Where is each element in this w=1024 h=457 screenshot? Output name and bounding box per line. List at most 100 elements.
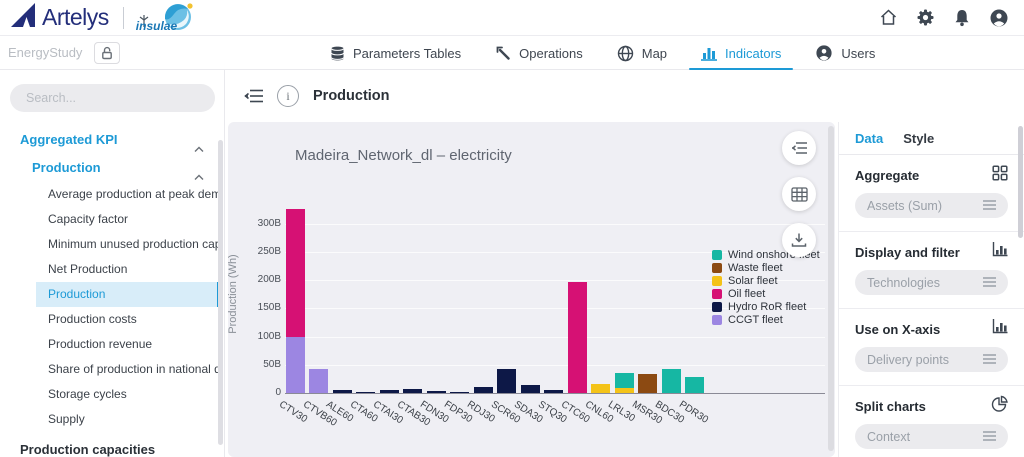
right-panel-scrollbar[interactable]: [1018, 126, 1023, 238]
gear-icon[interactable]: [914, 7, 936, 29]
bar-segment-waste-fleet[interactable]: [638, 373, 657, 393]
bar-lrl30[interactable]: [614, 373, 634, 393]
bar-segment-oil-fleet[interactable]: [285, 209, 305, 337]
sidebar-item-capacity-factor[interactable]: Capacity factor: [48, 212, 129, 226]
bar-stq30[interactable]: [544, 390, 563, 393]
gridline: [285, 364, 825, 366]
bar-cnl60[interactable]: [591, 383, 610, 393]
tab-parameters-tables[interactable]: Parameters Tables: [330, 36, 461, 70]
bar-segment-wind-onshore-fleet[interactable]: [614, 373, 634, 389]
bar-ctc60[interactable]: [567, 281, 587, 393]
bar-ctvb60[interactable]: [309, 369, 328, 393]
bar-ctab30[interactable]: [403, 389, 422, 393]
bar-ale60[interactable]: [332, 390, 352, 393]
bar-segment-ccgt-fleet[interactable]: [285, 336, 305, 393]
dropdown-technologies[interactable]: Technologies: [855, 270, 1008, 295]
tab-map[interactable]: Map: [617, 36, 667, 70]
table-icon[interactable]: [782, 177, 816, 211]
unlock-icon[interactable]: [94, 41, 121, 64]
legend-item-ccgt-fleet[interactable]: CCGT fleet: [712, 314, 820, 326]
sidebar-item-production[interactable]: Production: [36, 282, 220, 307]
section-aggregate: Aggregate Assets (Sum): [839, 155, 1024, 232]
axis-chart-icon[interactable]: [992, 319, 1008, 339]
bar-ctv30[interactable]: [285, 209, 305, 393]
top-actions: [877, 7, 1010, 29]
sidebar-item-net-production[interactable]: Net Production: [48, 262, 128, 276]
bar-rdj30[interactable]: [473, 387, 493, 393]
sidebar-item-supply[interactable]: Supply: [48, 412, 85, 426]
tab-operations[interactable]: Operations: [495, 36, 583, 70]
bar-fdp30[interactable]: [450, 392, 469, 393]
bar-segment-solar-fleet[interactable]: [614, 388, 634, 393]
home-icon[interactable]: [877, 7, 899, 29]
bar-bdc30[interactable]: [661, 368, 681, 393]
legend-item-oil-fleet[interactable]: Oil fleet: [712, 288, 820, 300]
sidebar-item-minimum-unused-production-capa[interactable]: Minimum unused production capa: [48, 237, 220, 251]
bar-segment-oil-fleet[interactable]: [567, 281, 587, 393]
bar-sda30[interactable]: [520, 384, 540, 393]
page-title: Production: [313, 88, 390, 104]
bar-cta60[interactable]: [356, 391, 375, 393]
axis-chart-icon[interactable]: [992, 242, 1008, 262]
bar-segment-hydro-ror-fleet[interactable]: [356, 391, 375, 393]
legend-item-hydro-ror-fleet[interactable]: Hydro RoR fleet: [712, 301, 820, 313]
panel-tab-style[interactable]: Style: [903, 130, 935, 146]
bar-segment-hydro-ror-fleet[interactable]: [450, 392, 469, 393]
sidebar-group-aggregated-kpi[interactable]: Aggregated KPI: [0, 126, 224, 154]
sidebar-item-production-revenue[interactable]: Production revenue: [48, 337, 153, 351]
bar-segment-ccgt-fleet[interactable]: [309, 369, 328, 393]
menu-icon: [983, 274, 996, 292]
sidebar-item-production-costs[interactable]: Production costs: [48, 312, 137, 326]
sidebar-scrollbar[interactable]: [218, 140, 223, 445]
bar-fdn30[interactable]: [426, 390, 446, 393]
grid-icon[interactable]: [992, 164, 1008, 186]
brand-name: Artelys: [42, 4, 109, 30]
bar-segment-solar-fleet[interactable]: [591, 383, 610, 393]
bar-scr60[interactable]: [497, 368, 516, 393]
y-axis-label: Production (Wh): [228, 254, 239, 334]
collapse-sidebar-icon[interactable]: [243, 85, 265, 107]
y-tick-label: 300B: [257, 217, 281, 229]
search-input[interactable]: [10, 84, 215, 112]
legend-item-solar-fleet[interactable]: Solar fleet: [712, 275, 820, 287]
legend-toggle-icon[interactable]: [782, 131, 816, 165]
bar-segment-hydro-ror-fleet[interactable]: [497, 368, 516, 393]
bar-segment-hydro-ror-fleet[interactable]: [426, 390, 446, 393]
gridline: [285, 251, 825, 253]
tab-indicators[interactable]: Indicators: [688, 36, 794, 70]
bar-segment-hydro-ror-fleet[interactable]: [332, 390, 352, 393]
legend-item-waste-fleet[interactable]: Waste fleet: [712, 262, 820, 274]
bar-segment-wind-onshore-fleet[interactable]: [685, 376, 704, 393]
bar-msr30[interactable]: [638, 373, 657, 393]
sidebar-group-production-capacities[interactable]: Production capacities: [0, 436, 224, 457]
bar-segment-wind-onshore-fleet[interactable]: [661, 368, 681, 393]
download-icon[interactable]: [782, 223, 816, 257]
tab-users[interactable]: Users: [815, 36, 875, 70]
sidebar-item-storage-cycles[interactable]: Storage cycles: [48, 387, 127, 401]
sidebar-item-share-of-production-in-national-de[interactable]: Share of production in national de: [48, 362, 220, 376]
bar-pdr30[interactable]: [685, 376, 704, 393]
legend-swatch: [712, 315, 722, 325]
sidebar-group-production[interactable]: Production: [0, 154, 224, 182]
database-icon: [330, 45, 345, 62]
bar-ctai30[interactable]: [379, 389, 399, 393]
bar-segment-hydro-ror-fleet[interactable]: [403, 389, 422, 393]
globe-icon: [617, 45, 634, 62]
sidebar-item-average-production-at-peak-dema[interactable]: Average production at peak dema: [48, 187, 220, 201]
bar-segment-hydro-ror-fleet[interactable]: [520, 384, 540, 393]
chart-scrollbar[interactable]: [828, 126, 834, 451]
user-icon[interactable]: [988, 7, 1010, 29]
menu-icon: [983, 197, 996, 215]
bar-segment-hydro-ror-fleet[interactable]: [473, 387, 493, 393]
info-icon[interactable]: i: [277, 85, 299, 107]
insulae-logo: insulae: [136, 0, 198, 36]
panel-tab-data[interactable]: Data: [855, 130, 884, 146]
bar-segment-hydro-ror-fleet[interactable]: [379, 389, 399, 393]
bar-segment-hydro-ror-fleet[interactable]: [544, 390, 563, 393]
bell-icon[interactable]: [951, 7, 973, 29]
dropdown-context[interactable]: Context: [855, 424, 1008, 449]
y-tick-label: 0: [275, 387, 281, 398]
dropdown-delivery-points[interactable]: Delivery points: [855, 347, 1008, 372]
pie-icon[interactable]: [991, 395, 1008, 417]
dropdown-assets-sum[interactable]: Assets (Sum): [855, 193, 1008, 218]
